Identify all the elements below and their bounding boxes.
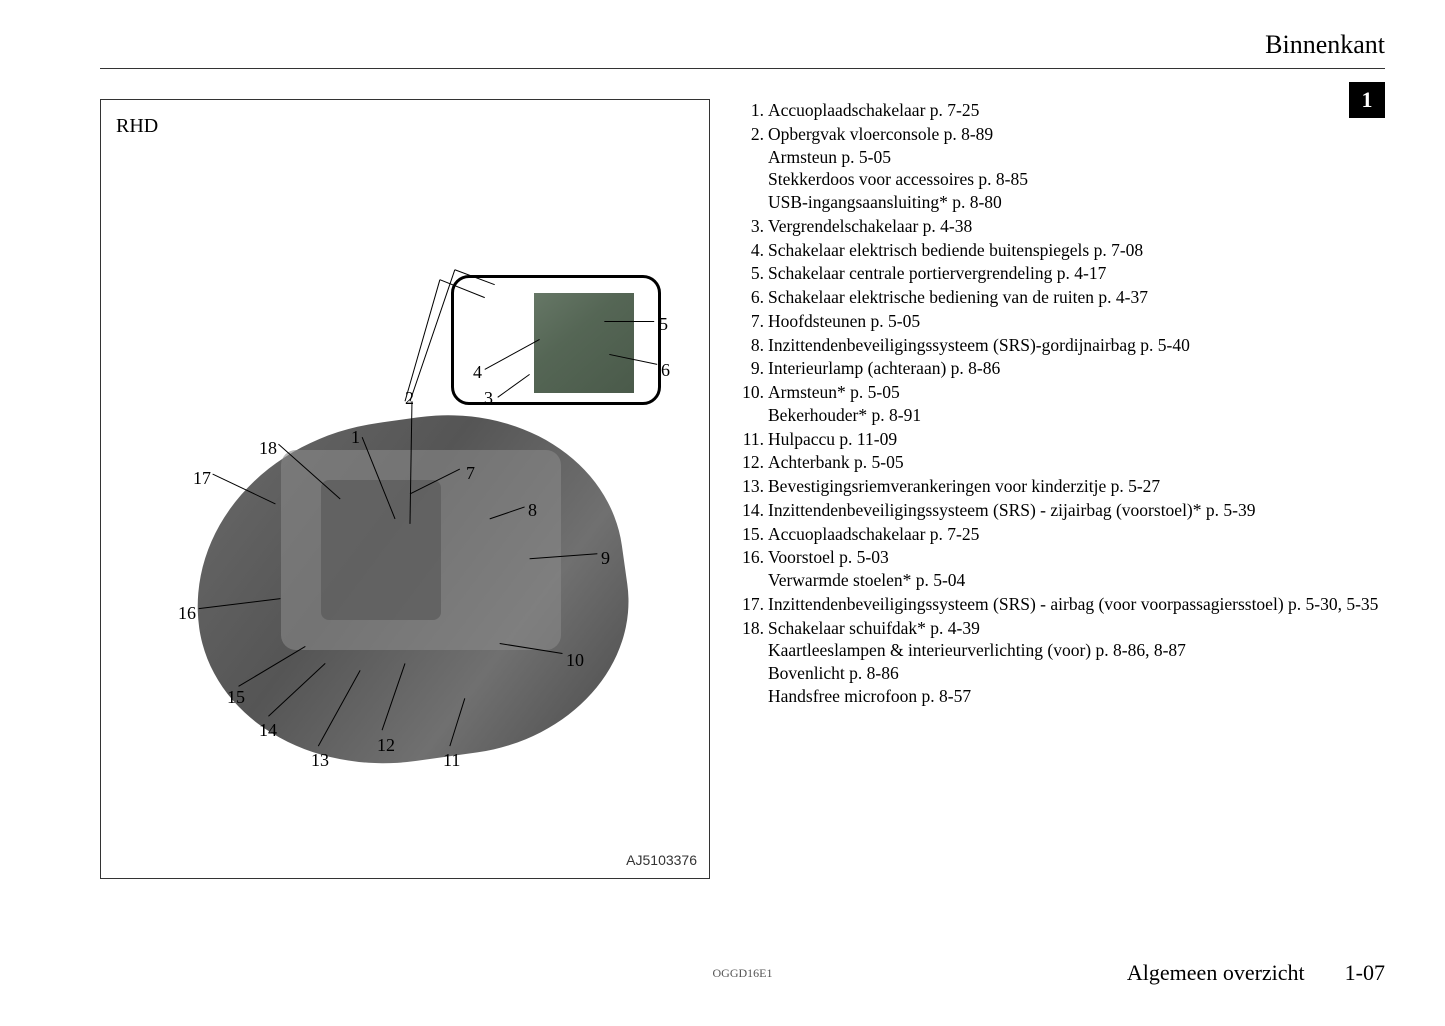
callout-number: 18 [259,438,277,459]
legend-item-main: Achterbank p. 5-05 [768,452,904,472]
image-code: AJ5103376 [626,852,697,868]
legend-item-sub: Handsfree microfoon p. 8-57 [768,685,1385,708]
legend-item-main: Inzittendenbeveiligingssysteem (SRS) - a… [768,594,1378,614]
callout-number: 12 [377,735,395,756]
legend-item-main: Inzittendenbeveiligingssysteem (SRS) - z… [768,500,1255,520]
diagram-frame: RHD 123456789101112131415161718 AJ510337… [100,99,710,879]
legend: Accuoplaadschakelaar p. 7-25 Opbergvak vl… [740,99,1385,879]
legend-item: Hulpaccu p. 11-09 [768,428,1385,451]
legend-item-main: Schakelaar elektrisch bediende buitenspi… [768,240,1143,260]
legend-item-main: Vergrendelschakelaar p. 4-38 [768,216,972,236]
legend-item: Accuoplaadschakelaar p. 7-25 [768,99,1385,122]
legend-item: Interieurlamp (achteraan) p. 8-86 [768,357,1385,380]
callout-number: 10 [566,650,584,671]
callout-number: 5 [659,314,668,335]
legend-item-sub: Kaartleeslampen & interieurverlichting (… [768,639,1385,662]
legend-item-main: Hulpaccu p. 11-09 [768,429,897,449]
legend-item-sub: Verwarmde stoelen* p. 5-04 [768,569,1385,592]
legend-item-sub: USB-ingangsaansluiting* p. 8-80 [768,191,1385,214]
legend-item-sub: Bekerhouder* p. 8-91 [768,404,1385,427]
footer-section-title: Algemeen overzicht [1127,960,1305,986]
footer-code: OGGD16E1 [713,966,773,981]
legend-item: Schakelaar elektrisch bediende buitenspi… [768,239,1385,262]
legend-item-sub: Bovenlicht p. 8-86 [768,662,1385,685]
legend-item-main: Inzittendenbeveiligingssysteem (SRS)-gor… [768,335,1190,355]
legend-item: Achterbank p. 5-05 [768,451,1385,474]
legend-item: Inzittendenbeveiligingssysteem (SRS) - z… [768,499,1385,522]
legend-item-main: Bevestigingsriemverankeringen voor kinde… [768,476,1160,496]
legend-item: Hoofdsteunen p. 5-05 [768,310,1385,333]
legend-item: Inzittendenbeveiligingssysteem (SRS)-gor… [768,334,1385,357]
legend-item: Bevestigingsriemverankeringen voor kinde… [768,475,1385,498]
callout-number: 8 [528,500,537,521]
header-title: Binnenkant [1265,30,1385,60]
legend-item-main: Interieurlamp (achteraan) p. 8-86 [768,358,1000,378]
legend-item-main: Voorstoel p. 5-03 [768,547,889,567]
leader-lines [101,100,709,878]
callout-number: 1 [351,427,360,448]
legend-item-main: Opbergvak vloerconsole p. 8-89 [768,124,993,144]
legend-item-sub: Armsteun p. 5-05 [768,146,1385,169]
legend-item-main: Accuoplaadschakelaar p. 7-25 [768,524,979,544]
legend-item: Armsteun* p. 5-05Bekerhouder* p. 8-91 [768,381,1385,427]
legend-item-main: Armsteun* p. 5-05 [768,382,900,402]
legend-item-main: Hoofdsteunen p. 5-05 [768,311,920,331]
callout-number: 13 [311,750,329,771]
legend-item: Voorstoel p. 5-03Verwarmde stoelen* p. 5… [768,546,1385,592]
callout-number: 15 [227,687,245,708]
page-footer: OGGD16E1 Algemeen overzicht 1-07 [100,960,1385,986]
legend-item-main: Schakelaar centrale portiervergrendeling… [768,263,1106,283]
legend-item: Schakelaar schuifdak* p. 4-39Kaartleesla… [768,617,1385,708]
callout-number: 7 [466,463,475,484]
page-header: Binnenkant [100,30,1385,69]
legend-item-sub: Stekkerdoos voor accessoires p. 8-85 [768,168,1385,191]
legend-item: Opbergvak vloerconsole p. 8-89Armsteun p… [768,123,1385,214]
legend-item: Inzittendenbeveiligingssysteem (SRS) - a… [768,593,1385,616]
legend-item-main: Schakelaar elektrische bediening van de … [768,287,1148,307]
callout-number: 11 [443,750,460,771]
callout-number: 3 [484,388,493,409]
legend-item: Accuoplaadschakelaar p. 7-25 [768,523,1385,546]
footer-page-number: 1-07 [1345,960,1385,986]
callout-number: 14 [259,720,277,741]
callout-number: 9 [601,548,610,569]
callout-number: 2 [405,388,414,409]
legend-item: Schakelaar elektrische bediening van de … [768,286,1385,309]
callout-number: 17 [193,468,211,489]
legend-item: Schakelaar centrale portiervergrendeling… [768,262,1385,285]
legend-item-main: Accuoplaadschakelaar p. 7-25 [768,100,979,120]
main-content: RHD 123456789101112131415161718 AJ510337… [100,99,1385,879]
legend-item-main: Schakelaar schuifdak* p. 4-39 [768,618,980,638]
callout-number: 6 [661,360,670,381]
legend-item: Vergrendelschakelaar p. 4-38 [768,215,1385,238]
callout-number: 16 [178,603,196,624]
callout-number: 4 [473,362,482,383]
